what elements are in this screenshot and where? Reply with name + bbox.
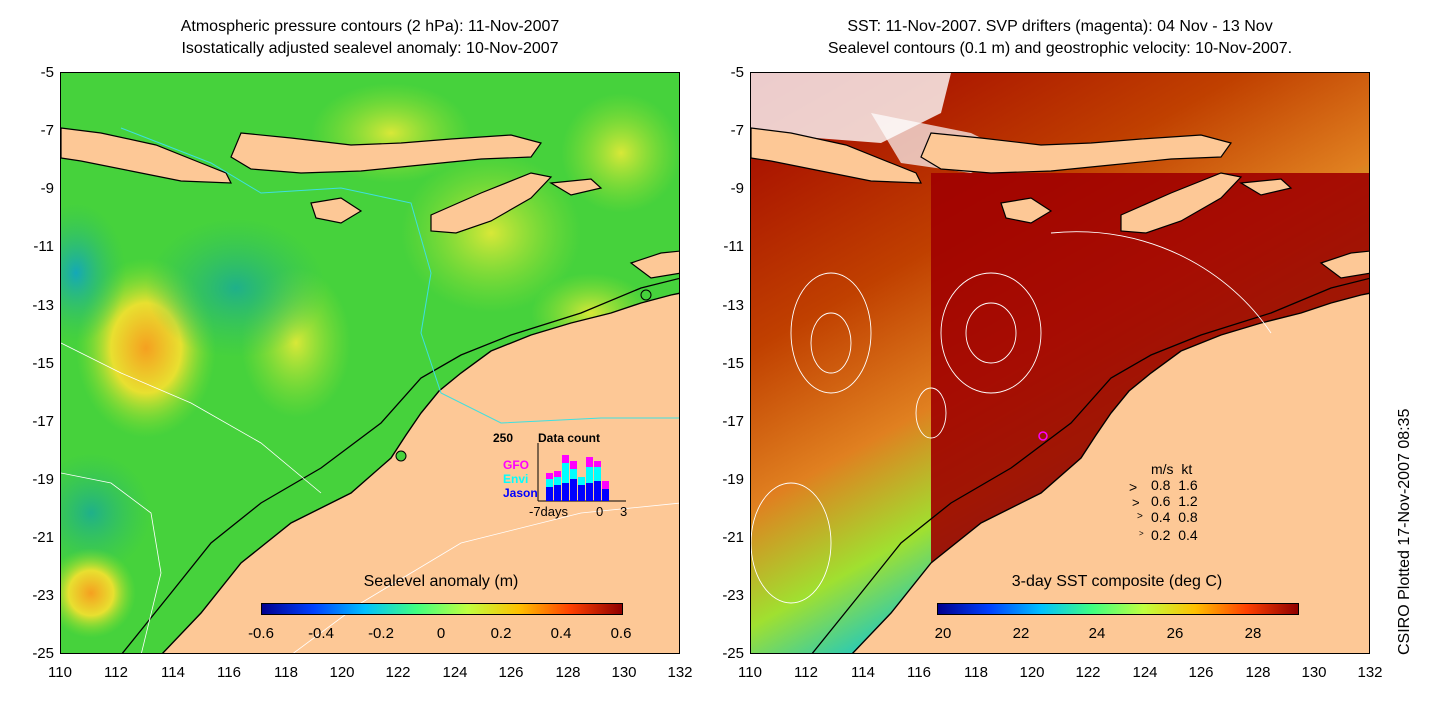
left-x-tick: 112	[104, 664, 128, 681]
sst-map: m/s kt 0.8 1.6 0.6 1.2 0.4 0.8 0.2 0.4 >…	[750, 72, 1370, 654]
velocity-arrow-icon: >	[1129, 479, 1138, 495]
velocity-legend-header: m/s kt	[1151, 461, 1193, 477]
right-x-tick: 110	[738, 664, 762, 681]
right-x-tick: 130	[1301, 664, 1327, 681]
right-x-tick: 118	[964, 664, 988, 681]
right-y-tick: -23	[722, 587, 744, 604]
left-colorbar-tick: 0.4	[550, 625, 572, 642]
velocity-legend-row: 0.2 0.4	[1151, 527, 1198, 543]
inset-legend-envi: Envi	[503, 472, 529, 486]
left-x-tick: 128	[555, 664, 581, 681]
left-y-tick: -7	[40, 122, 54, 139]
velocity-legend-row: 0.8 1.6	[1151, 477, 1198, 493]
right-y-tick: -17	[722, 413, 744, 430]
left-colorbar-tick: -0.2	[368, 625, 394, 642]
right-x-tick: 120	[1019, 664, 1045, 681]
left-x-tick: 120	[329, 664, 355, 681]
left-colorbar-tick: 0	[436, 625, 446, 642]
left-y-tick: -9	[40, 180, 54, 197]
left-x-tick: 126	[498, 664, 524, 681]
right-title-line2: Sealevel contours (0.1 m) and geostrophi…	[827, 40, 1293, 57]
right-y-tick: -25	[722, 645, 744, 662]
inset-xtick-end: 3	[620, 504, 628, 519]
right-colorbar	[937, 603, 1299, 615]
right-colorbar-tick: 22	[1012, 625, 1030, 642]
right-x-tick: 124	[1132, 664, 1158, 681]
left-colorbar-tick: -0.6	[248, 625, 274, 642]
left-colorbar-tick: -0.4	[308, 625, 334, 642]
right-x-tick: 112	[794, 664, 818, 681]
left-x-tick: 110	[48, 664, 72, 681]
inset-title: Data count	[538, 431, 601, 445]
left-title-line2: Isostatically adjusted sealevel anomaly:…	[181, 40, 559, 57]
right-colorbar-tick: 24	[1088, 625, 1106, 642]
left-x-tick: 132	[667, 664, 693, 681]
right-title-line1: SST: 11-Nov-2007. SVP drifters (magenta)…	[847, 18, 1273, 35]
right-x-tick: 114	[851, 664, 875, 681]
left-y-tick: -23	[32, 587, 54, 604]
right-x-tick: 128	[1245, 664, 1271, 681]
left-y-tick: -17	[32, 413, 54, 430]
right-y-tick: -21	[722, 529, 744, 546]
velocity-arrow-icon: >	[1139, 529, 1144, 538]
right-colorbar-tick: 20	[934, 625, 952, 642]
left-x-tick: 122	[385, 664, 411, 681]
right-y-tick: -19	[722, 471, 744, 488]
sealevel-map-svg	[61, 73, 679, 653]
left-x-tick: 116	[217, 664, 241, 681]
right-x-tick: 122	[1075, 664, 1101, 681]
right-y-tick: -13	[722, 297, 744, 314]
left-x-tick: 114	[161, 664, 185, 681]
right-x-tick: 116	[907, 664, 931, 681]
left-y-tick: -5	[40, 64, 54, 81]
right-x-tick: 132	[1357, 664, 1383, 681]
right-y-tick: -7	[730, 122, 744, 139]
left-x-tick: 118	[274, 664, 298, 681]
velocity-arrow-icon: >	[1132, 495, 1140, 510]
velocity-arrow-icon: >	[1137, 511, 1143, 522]
velocity-legend-row: 0.6 1.2	[1151, 493, 1198, 509]
inset-xtick-start: -7days	[529, 504, 569, 519]
left-y-tick: -15	[32, 355, 54, 372]
right-colorbar-label: 3-day SST composite (deg C)	[1011, 573, 1223, 590]
data-count-inset: 250 Data count GFO Envi Jason -7days 0 3	[491, 428, 631, 519]
right-colorbar-tick: 26	[1166, 625, 1184, 642]
left-x-tick: 124	[442, 664, 468, 681]
velocity-legend-row: 0.4 0.8	[1151, 509, 1198, 525]
left-y-tick: -11	[33, 238, 54, 255]
sealevel-anomaly-map: 250 Data count GFO Envi Jason -7days 0 3…	[60, 72, 680, 654]
inset-xtick-zero: 0	[596, 504, 604, 519]
right-y-tick: -11	[723, 238, 744, 255]
left-x-tick: 130	[611, 664, 637, 681]
left-y-tick: -21	[32, 529, 54, 546]
right-y-tick: -9	[730, 180, 744, 197]
left-colorbar-tick: 0.6	[610, 625, 632, 642]
left-colorbar	[261, 603, 623, 615]
inset-legend-jason: Jason	[503, 486, 538, 500]
left-title-line1: Atmospheric pressure contours (2 hPa): 1…	[180, 18, 560, 35]
inset-histogram	[537, 443, 626, 502]
right-x-tick: 126	[1188, 664, 1214, 681]
left-colorbar-label: Sealevel anomaly (m)	[363, 573, 519, 590]
inset-max-label: 250	[493, 431, 514, 445]
left-y-tick: -25	[32, 645, 54, 662]
left-colorbar-tick: 0.2	[490, 625, 512, 642]
inset-legend-gfo: GFO	[503, 458, 529, 472]
sst-map-svg	[751, 73, 1369, 653]
right-colorbar-tick: 28	[1244, 625, 1262, 642]
left-y-tick: -13	[32, 297, 54, 314]
right-y-tick: -15	[722, 355, 744, 372]
right-y-tick: -5	[730, 64, 744, 81]
left-y-tick: -19	[32, 471, 54, 488]
plot-credit: CSIRO Plotted 17-Nov-2007 08:35	[1396, 408, 1413, 655]
